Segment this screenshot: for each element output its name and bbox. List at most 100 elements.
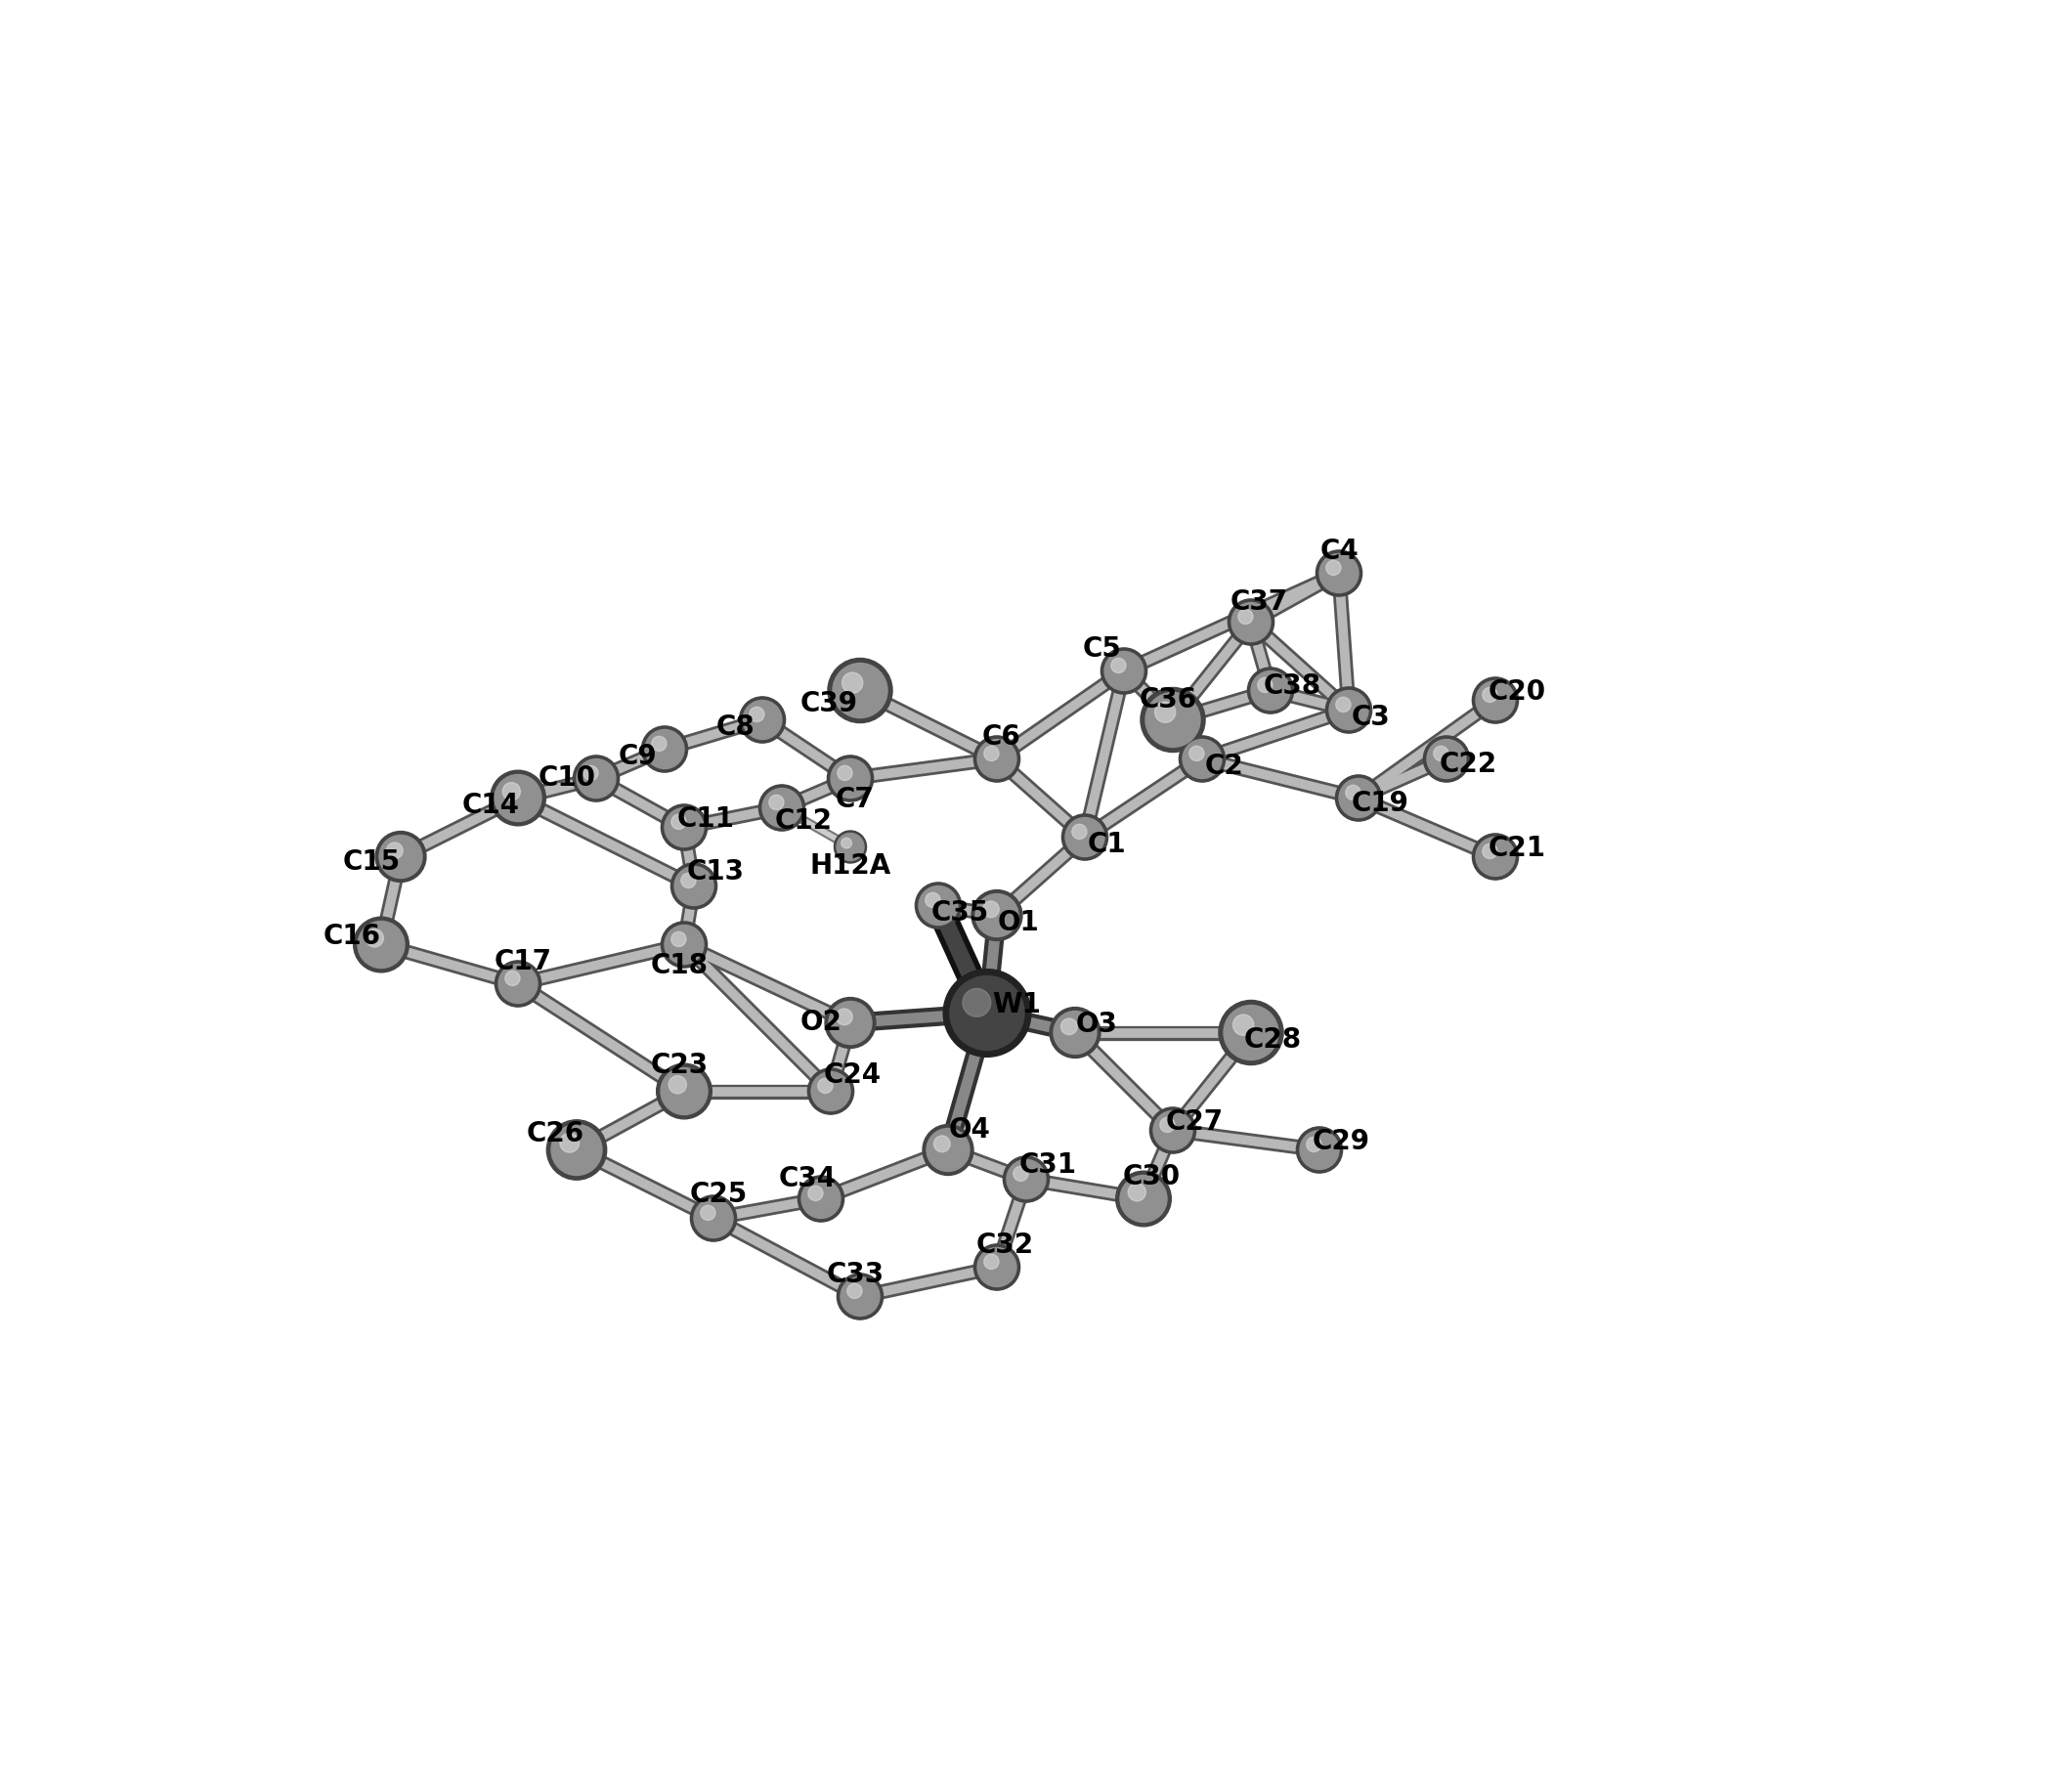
Circle shape	[1473, 677, 1519, 723]
Circle shape	[642, 727, 688, 773]
Circle shape	[1339, 778, 1378, 817]
Text: C4: C4	[1320, 539, 1359, 565]
Circle shape	[974, 735, 1019, 781]
Circle shape	[978, 1247, 1017, 1286]
Text: C30: C30	[1123, 1164, 1181, 1191]
Circle shape	[758, 785, 804, 831]
Circle shape	[1061, 1019, 1077, 1035]
Circle shape	[1121, 1175, 1167, 1223]
Circle shape	[661, 804, 707, 851]
Circle shape	[1061, 813, 1109, 859]
Circle shape	[837, 833, 864, 861]
Circle shape	[1326, 688, 1372, 734]
Circle shape	[1434, 746, 1448, 760]
Text: C15: C15	[342, 847, 400, 875]
Text: C28: C28	[1243, 1026, 1301, 1054]
Text: C2: C2	[1204, 753, 1243, 780]
Circle shape	[972, 890, 1021, 941]
Text: C17: C17	[493, 948, 551, 976]
Circle shape	[1239, 610, 1254, 624]
Circle shape	[829, 1001, 872, 1044]
Circle shape	[574, 755, 620, 801]
Circle shape	[750, 707, 765, 721]
Circle shape	[1475, 836, 1515, 875]
Circle shape	[1100, 649, 1148, 695]
Circle shape	[949, 976, 1024, 1051]
Circle shape	[831, 758, 870, 797]
Circle shape	[1154, 1111, 1191, 1150]
Circle shape	[665, 808, 704, 847]
Circle shape	[1179, 735, 1225, 781]
Circle shape	[653, 735, 667, 751]
Text: C23: C23	[651, 1053, 709, 1079]
Circle shape	[682, 874, 696, 888]
Circle shape	[354, 916, 408, 973]
Circle shape	[835, 831, 866, 863]
Text: C14: C14	[462, 792, 520, 819]
Circle shape	[829, 657, 893, 723]
Text: C33: C33	[827, 1262, 885, 1288]
Circle shape	[506, 971, 520, 985]
Text: C26: C26	[526, 1120, 584, 1148]
Text: C13: C13	[686, 859, 744, 886]
Text: C10: C10	[539, 766, 597, 792]
Circle shape	[700, 1205, 715, 1221]
Circle shape	[694, 1200, 733, 1239]
Circle shape	[671, 932, 686, 946]
Circle shape	[365, 929, 383, 946]
Circle shape	[982, 902, 999, 918]
Text: C35: C35	[930, 900, 988, 927]
Circle shape	[1299, 1131, 1339, 1170]
Text: C39: C39	[800, 691, 858, 718]
Circle shape	[1423, 735, 1469, 781]
Text: C34: C34	[779, 1166, 837, 1193]
Circle shape	[584, 766, 599, 780]
Circle shape	[1065, 817, 1104, 856]
Circle shape	[1258, 677, 1272, 693]
Text: C21: C21	[1488, 835, 1546, 863]
Circle shape	[499, 964, 537, 1003]
Circle shape	[358, 921, 404, 968]
Circle shape	[916, 882, 961, 929]
Circle shape	[1013, 1166, 1028, 1182]
Circle shape	[837, 766, 852, 780]
Circle shape	[1160, 1118, 1175, 1132]
Circle shape	[665, 925, 704, 964]
Circle shape	[1345, 785, 1361, 799]
Circle shape	[1051, 1006, 1100, 1058]
Circle shape	[1218, 1001, 1283, 1065]
Circle shape	[1336, 696, 1351, 712]
Circle shape	[827, 755, 874, 801]
Circle shape	[1140, 688, 1206, 751]
Text: C1: C1	[1088, 831, 1125, 859]
Circle shape	[963, 989, 990, 1017]
Circle shape	[1117, 1171, 1171, 1226]
Circle shape	[841, 672, 862, 693]
Circle shape	[1146, 693, 1200, 748]
Circle shape	[379, 835, 423, 879]
Circle shape	[495, 960, 541, 1006]
Circle shape	[657, 1063, 713, 1118]
Text: W1: W1	[992, 992, 1040, 1019]
Circle shape	[825, 998, 876, 1049]
Circle shape	[576, 758, 615, 797]
Circle shape	[491, 771, 545, 826]
Circle shape	[1330, 691, 1368, 730]
Circle shape	[978, 739, 1017, 778]
Circle shape	[943, 969, 1032, 1056]
Circle shape	[837, 1274, 883, 1320]
Circle shape	[1231, 602, 1270, 641]
Circle shape	[808, 1185, 823, 1201]
Circle shape	[818, 1079, 833, 1093]
Circle shape	[1154, 702, 1175, 723]
Circle shape	[1127, 1184, 1146, 1201]
Circle shape	[387, 842, 402, 859]
Circle shape	[740, 696, 785, 742]
Circle shape	[926, 1129, 970, 1171]
Circle shape	[841, 838, 852, 849]
Circle shape	[644, 730, 684, 769]
Circle shape	[1229, 599, 1274, 645]
Circle shape	[847, 1283, 862, 1299]
Circle shape	[1320, 553, 1359, 594]
Circle shape	[742, 700, 781, 739]
